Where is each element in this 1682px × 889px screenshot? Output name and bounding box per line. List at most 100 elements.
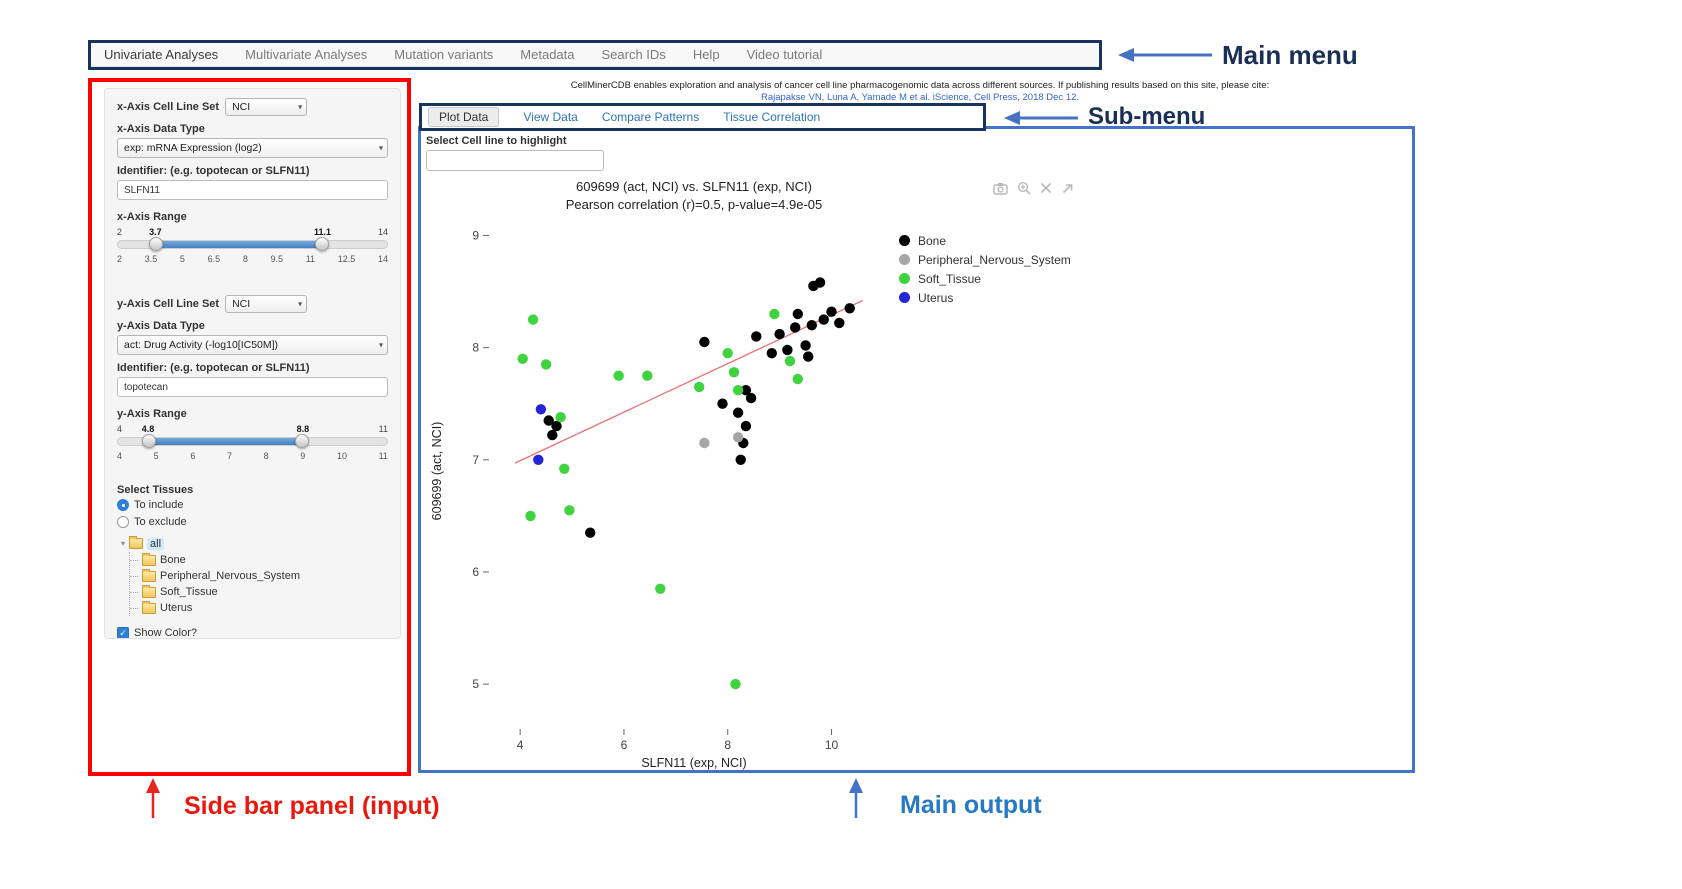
- scatter-point[interactable]: [535, 404, 547, 415]
- scatter-point[interactable]: [814, 277, 826, 288]
- scatter-point[interactable]: [699, 437, 710, 449]
- y-axis-cell-line-set-select[interactable]: NCI ▾: [225, 295, 308, 313]
- legend-item[interactable]: Peripheral_Nervous_System: [899, 250, 1071, 269]
- y-axis-data-type-select[interactable]: act: Drug Activity (-log10[IC50M]) ▾: [117, 335, 388, 355]
- scatter-point[interactable]: [740, 385, 752, 396]
- slider-handle[interactable]: [314, 237, 329, 251]
- scatter-point[interactable]: [735, 454, 746, 465]
- tree-node-label: Uterus: [160, 602, 193, 614]
- tissue-radio-option[interactable]: To exclude: [117, 513, 388, 530]
- radio-icon[interactable]: [117, 515, 129, 528]
- tissue-radio-option[interactable]: To include: [117, 496, 388, 513]
- scatter-point[interactable]: [800, 340, 811, 351]
- slider-track[interactable]: [117, 237, 388, 251]
- scatter-point[interactable]: [585, 527, 596, 538]
- scatter-point[interactable]: [792, 308, 803, 320]
- scatter-point[interactable]: [745, 392, 757, 404]
- scatter-point[interactable]: [717, 398, 728, 409]
- slider-handle[interactable]: [295, 434, 310, 448]
- main-menu-item[interactable]: Univariate Analyses: [104, 47, 219, 62]
- scatter-point[interactable]: [527, 314, 539, 325]
- slider-handle[interactable]: [141, 434, 156, 448]
- legend-item[interactable]: Bone: [899, 231, 1071, 250]
- citation-link[interactable]: Rajapakse VN, Luna A, Yamade M et al. iS…: [760, 92, 1080, 103]
- main-menu-item[interactable]: Help: [692, 47, 720, 62]
- scatter-point[interactable]: [782, 344, 793, 356]
- main-menu-item[interactable]: Video tutorial: [746, 47, 823, 62]
- zoom-in-icon[interactable]: [1017, 181, 1031, 195]
- close-icon[interactable]: [1040, 182, 1052, 194]
- scatter-point[interactable]: [533, 454, 544, 465]
- sub-menu-tab[interactable]: View Data: [523, 110, 578, 124]
- tree-node[interactable]: Soft_Tissue: [130, 584, 388, 600]
- scatter-point[interactable]: [655, 583, 666, 594]
- tree-expand-icon[interactable]: ▾: [121, 539, 126, 548]
- main-menu-item[interactable]: Multivariate Analyses: [245, 47, 368, 62]
- sub-menu-tab[interactable]: Compare Patterns: [601, 110, 700, 124]
- tree-node[interactable]: Uterus: [130, 600, 388, 616]
- scatter-point[interactable]: [844, 303, 855, 314]
- main-menu-item[interactable]: Mutation variants: [394, 47, 494, 62]
- tree-node[interactable]: Peripheral_Nervous_System: [130, 568, 388, 584]
- legend-item[interactable]: Soft_Tissue: [899, 269, 1071, 288]
- slider-handle[interactable]: [149, 237, 164, 251]
- sub-menu-tab[interactable]: Tissue Correlation: [723, 110, 821, 124]
- scatter-point[interactable]: [525, 510, 536, 522]
- scatter-point[interactable]: [551, 420, 562, 432]
- radio-icon[interactable]: [117, 498, 129, 511]
- scatter-point[interactable]: [613, 370, 624, 381]
- scatter-point[interactable]: [543, 415, 554, 426]
- sub-menu-tab[interactable]: Plot Data: [428, 107, 500, 127]
- scatter-point[interactable]: [564, 505, 575, 516]
- x-axis-cell-line-set-select[interactable]: NCI ▾: [225, 98, 308, 116]
- scatter-point[interactable]: [559, 463, 570, 474]
- slider-max-label: 11: [378, 424, 388, 434]
- scatter-plot[interactable]: 609699 (act, NCI) vs. SLFN11 (exp, NCI) P…: [427, 173, 1117, 773]
- highlight-cell-line-input[interactable]: [426, 150, 604, 171]
- scatter-point[interactable]: [732, 385, 744, 396]
- show-color-checkbox-row[interactable]: ✓ Show Color?: [117, 624, 388, 638]
- legend-color-dot: [899, 273, 910, 284]
- scatter-point[interactable]: [694, 381, 705, 393]
- x-axis-identifier-input[interactable]: [117, 180, 388, 200]
- scatter-point[interactable]: [517, 353, 528, 364]
- scatter-point[interactable]: [722, 348, 733, 359]
- scatter-point[interactable]: [784, 355, 796, 367]
- checkbox-checked-icon[interactable]: ✓: [117, 627, 129, 638]
- scatter-point[interactable]: [766, 348, 777, 359]
- scatter-point[interactable]: [732, 432, 744, 443]
- x-axis-cell-line-set-value: NCI: [232, 101, 251, 113]
- main-menu-item[interactable]: Search IDs: [601, 47, 666, 62]
- slider-track[interactable]: [117, 434, 388, 448]
- tree-node-label: Soft_Tissue: [160, 586, 218, 598]
- y-axis-identifier-input[interactable]: [117, 377, 388, 397]
- legend-item[interactable]: Uterus: [899, 288, 1071, 307]
- x-axis-data-type-select[interactable]: exp: mRNA Expression (log2) ▾: [117, 138, 388, 158]
- scatter-point[interactable]: [555, 412, 566, 423]
- scatter-point[interactable]: [699, 336, 710, 348]
- scatter-point[interactable]: [642, 370, 653, 381]
- scatter-point[interactable]: [540, 359, 552, 370]
- scatter-point[interactable]: [803, 351, 814, 362]
- scatter-point[interactable]: [834, 317, 845, 329]
- scatter-point[interactable]: [732, 407, 744, 418]
- tree-node[interactable]: Bone: [130, 552, 388, 568]
- scatter-point[interactable]: [730, 678, 741, 690]
- scatter-point[interactable]: [751, 331, 762, 342]
- y-axis-range-slider[interactable]: 4 11 4.8 8.8 4 5 6 7 8 9 10 11: [117, 424, 388, 468]
- x-axis-range-slider[interactable]: 2 14 3.7 11.1 2 3.5 5 6.5 8 9.5 11 12.5 14: [117, 227, 388, 271]
- scatter-point[interactable]: [806, 320, 817, 331]
- autoscale-icon[interactable]: [1061, 182, 1074, 195]
- scatter-point[interactable]: [769, 308, 780, 320]
- scatter-point[interactable]: [740, 420, 752, 432]
- scatter-point[interactable]: [826, 306, 837, 317]
- scatter-point[interactable]: [792, 373, 803, 385]
- camera-icon[interactable]: [993, 182, 1008, 195]
- scatter-point[interactable]: [774, 328, 785, 340]
- tree-root-node[interactable]: ▾ all: [121, 535, 388, 552]
- scatter-point[interactable]: [547, 429, 558, 441]
- main-menu-item[interactable]: Metadata: [520, 47, 575, 62]
- scatter-point[interactable]: [728, 367, 740, 378]
- scatter-point[interactable]: [790, 322, 801, 333]
- scatter-point[interactable]: [818, 314, 829, 325]
